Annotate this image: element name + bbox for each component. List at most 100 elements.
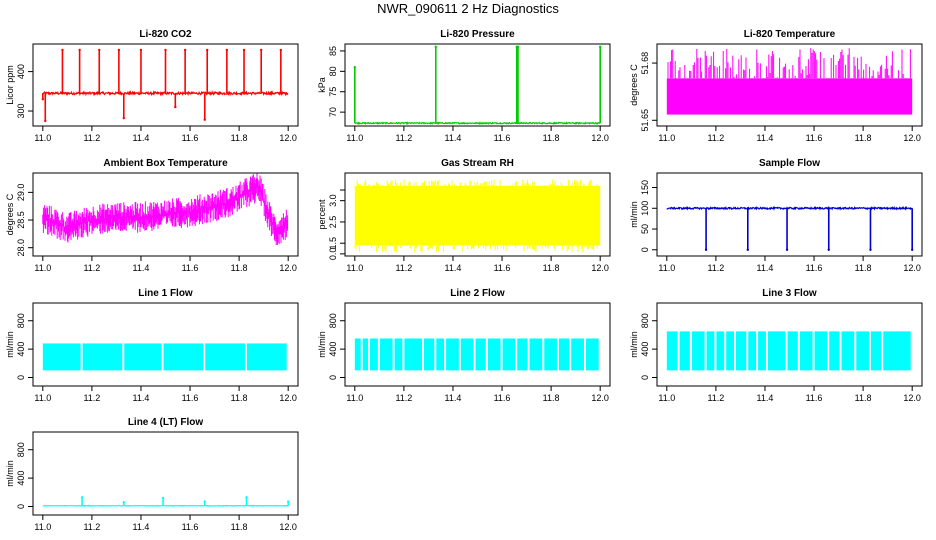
y-tick-label: 0 xyxy=(640,247,650,252)
x-tick-label: 11.0 xyxy=(346,263,363,273)
series-band xyxy=(799,331,813,371)
x-tick-label: 11.6 xyxy=(494,263,511,273)
series-rh xyxy=(354,179,601,253)
panel-title: Line 4 (LT) Flow xyxy=(128,417,204,428)
series-band xyxy=(767,331,786,371)
panel-title: Line 1 Flow xyxy=(138,288,193,299)
x-tick-label: 11.2 xyxy=(83,133,100,143)
y-tick-label: 800 xyxy=(16,313,26,328)
series-line3 xyxy=(666,331,911,371)
y-tick-label: 85 xyxy=(328,46,338,56)
x-tick-label: 12.0 xyxy=(903,393,921,403)
x-tick-label: 12.0 xyxy=(591,393,609,403)
y-tick-label: 0 xyxy=(16,504,26,509)
y-tick-label: 0 xyxy=(640,375,650,380)
y-tick-label: 100 xyxy=(640,201,650,216)
series-line xyxy=(354,121,601,126)
y-tick-label: 51.68 xyxy=(640,52,650,75)
x-tick-label: 11.0 xyxy=(658,263,675,273)
series-co2 xyxy=(41,48,289,123)
series-pressure xyxy=(353,45,602,126)
x-tick-label: 11.8 xyxy=(543,263,560,273)
x-tick-label: 12.0 xyxy=(279,522,297,532)
x-tick-label: 11.4 xyxy=(133,133,150,143)
y-axis-label: percent xyxy=(317,199,327,230)
x-tick-label: 11.4 xyxy=(757,133,774,143)
series-point xyxy=(80,496,84,499)
y-tick-label: 80 xyxy=(328,66,338,76)
series-band xyxy=(558,338,570,371)
series-band xyxy=(841,331,855,371)
x-tick-label: 12.0 xyxy=(903,133,921,143)
x-tick-label: 11.4 xyxy=(445,393,462,403)
figure-title: NWR_090611 2 Hz Diagnostics xyxy=(377,1,559,16)
series-band xyxy=(691,331,705,371)
y-axis-label: ml/min xyxy=(317,331,327,358)
y-axis-label: ml/min xyxy=(629,201,639,228)
series-band xyxy=(163,343,204,371)
y-tick-label: 51.65 xyxy=(640,109,650,132)
series-point xyxy=(827,248,830,251)
series-point xyxy=(259,48,263,52)
y-tick-label: 2.5 xyxy=(328,216,338,229)
x-tick-label: 11.6 xyxy=(182,263,199,273)
series-point xyxy=(206,48,209,52)
series-band xyxy=(814,331,828,371)
x-tick-label: 11.2 xyxy=(83,393,100,403)
series-band xyxy=(436,338,445,371)
plot-frame xyxy=(656,172,923,257)
series-sample-flow xyxy=(666,205,914,251)
x-tick-label: 11.6 xyxy=(806,393,823,403)
x-tick-label: 11.0 xyxy=(658,133,675,143)
y-tick-label: 0.0 xyxy=(328,248,338,261)
y-tick-label: 300 xyxy=(16,104,26,119)
series-band xyxy=(883,331,911,371)
y-axis-label: ml/min xyxy=(629,331,639,358)
x-tick-label: 11.4 xyxy=(757,393,774,403)
series-band xyxy=(394,338,403,371)
y-axis-label: kPa xyxy=(317,77,327,93)
y-axis-label: Licor ppm xyxy=(5,65,15,105)
series-band xyxy=(124,343,162,371)
series-ambient xyxy=(42,173,289,245)
series-band xyxy=(716,331,725,371)
series-band xyxy=(748,331,757,371)
x-tick-label: 11.0 xyxy=(34,133,51,143)
y-tick-label: 29.0 xyxy=(16,184,26,202)
series-band xyxy=(246,343,287,371)
panel-co2: Li-820 CO2 11.0 11.2 11.4 11.6 11.8 12.0 300 400… xyxy=(5,29,299,143)
series-point xyxy=(785,248,789,251)
series-band xyxy=(666,78,913,115)
series-point xyxy=(245,496,248,499)
x-tick-label: 11.2 xyxy=(707,133,724,143)
series-point xyxy=(746,248,749,251)
x-tick-label: 11.8 xyxy=(543,393,560,403)
x-tick-label: 11.4 xyxy=(445,133,462,143)
x-tick-label: 11.2 xyxy=(83,522,100,532)
x-tick-label: 11.4 xyxy=(133,263,150,273)
x-tick-label: 11.8 xyxy=(855,133,872,143)
series-band xyxy=(544,338,557,371)
series-point xyxy=(41,97,45,101)
x-tick-label: 11.8 xyxy=(543,133,560,143)
series-point xyxy=(161,496,165,500)
series-point xyxy=(98,48,101,52)
y-tick-label: 75 xyxy=(328,87,338,97)
y-tick-label: 50 xyxy=(640,224,650,234)
series-band xyxy=(726,331,735,371)
series-band xyxy=(502,338,516,371)
series-band xyxy=(370,338,378,371)
x-tick-label: 11.8 xyxy=(231,133,248,143)
x-tick-label: 11.4 xyxy=(133,393,150,403)
x-tick-label: 11.6 xyxy=(806,263,823,273)
panel-pressure: Li-820 Pressure 11.0 11.2 11.4 11.6 11.8 12.0 7… xyxy=(317,29,611,143)
series-point xyxy=(242,48,246,52)
x-tick-label: 11.2 xyxy=(707,393,724,403)
series-point xyxy=(516,45,520,49)
x-tick-label: 11.6 xyxy=(182,133,199,143)
series-point xyxy=(598,45,602,49)
series-band xyxy=(679,331,690,371)
panel-title: Line 2 Flow xyxy=(450,288,505,299)
series-band xyxy=(706,331,715,371)
